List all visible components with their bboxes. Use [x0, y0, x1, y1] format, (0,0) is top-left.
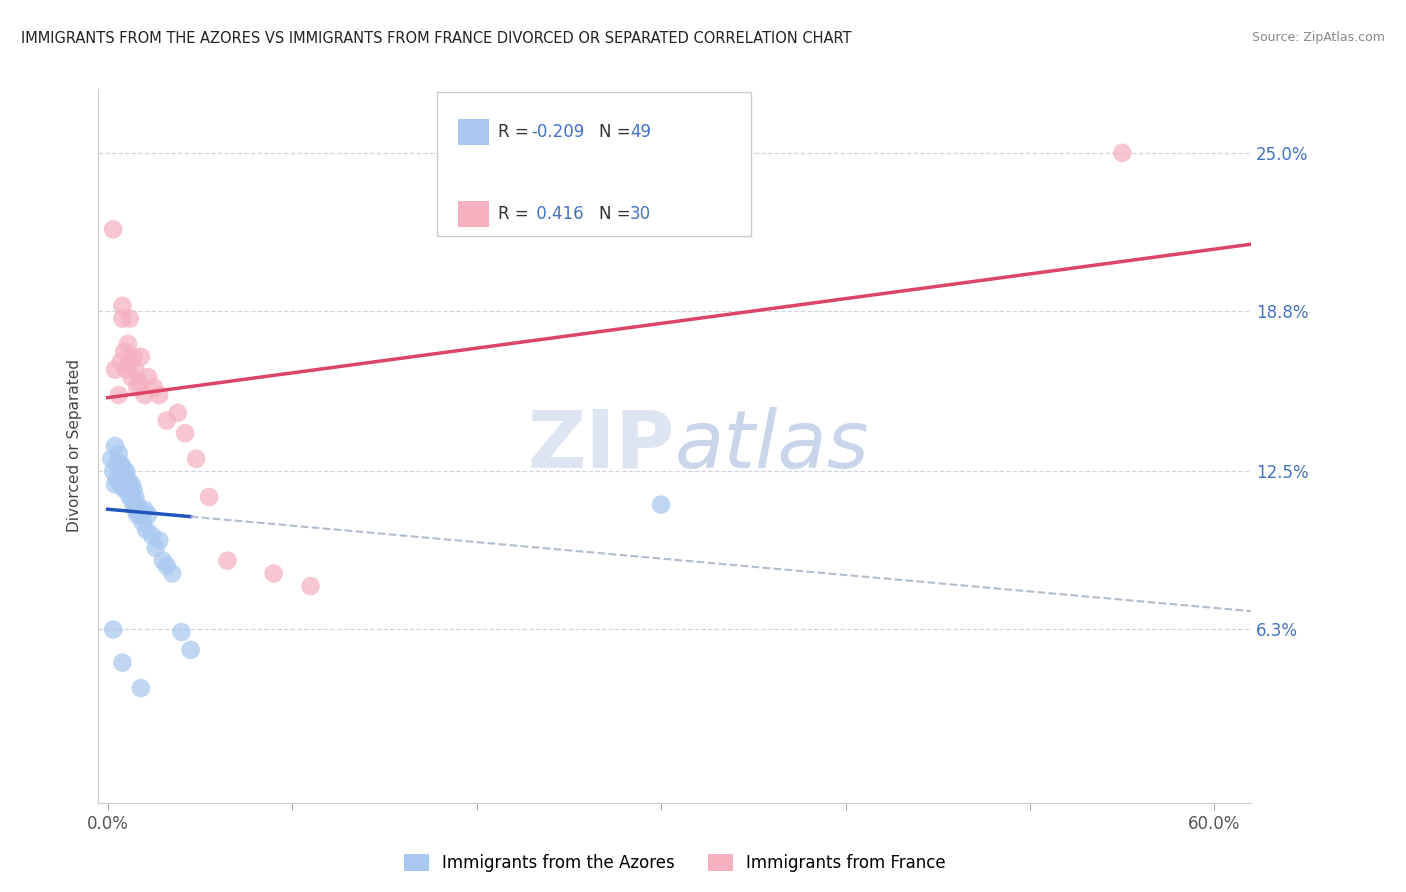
Point: [118, 490, 141, 504]
Point: [148, 533, 170, 548]
Point: [160, 566, 183, 581]
Point: [129, 350, 152, 364]
Point: [112, 344, 135, 359]
Point: [141, 528, 163, 542]
Point: [115, 465, 138, 479]
Point: [118, 355, 141, 369]
Point: [263, 566, 285, 581]
Point: [111, 299, 134, 313]
Y-axis label: Divorced or Separated: Divorced or Separated: [67, 359, 83, 533]
Point: [101, 222, 124, 236]
Point: [117, 472, 139, 486]
Point: [115, 362, 138, 376]
Point: [131, 516, 153, 530]
Point: [110, 477, 132, 491]
Point: [110, 465, 132, 479]
Point: [115, 472, 138, 486]
Point: [1111, 145, 1133, 160]
Text: 49: 49: [630, 123, 651, 141]
Point: [129, 681, 152, 695]
Point: [145, 541, 167, 555]
Point: [104, 477, 127, 491]
Point: [112, 483, 135, 497]
Point: [107, 388, 129, 402]
Point: [127, 508, 149, 522]
Point: [134, 388, 156, 402]
Point: [111, 311, 134, 326]
Point: [650, 498, 672, 512]
Point: [122, 483, 145, 497]
Point: [299, 579, 322, 593]
Point: [101, 465, 124, 479]
Point: [136, 508, 159, 522]
Point: [105, 472, 128, 486]
Point: [107, 459, 129, 474]
Text: ZIP: ZIP: [527, 407, 675, 485]
Point: [105, 457, 128, 471]
Point: [128, 376, 150, 390]
Text: N =: N =: [599, 123, 636, 141]
Text: 30: 30: [630, 205, 651, 223]
Point: [124, 490, 146, 504]
Legend: Immigrants from the Azores, Immigrants from France: Immigrants from the Azores, Immigrants f…: [395, 846, 955, 880]
Point: [136, 370, 159, 384]
Text: -0.209: -0.209: [531, 123, 585, 141]
Point: [128, 502, 150, 516]
Text: atlas: atlas: [675, 407, 870, 485]
Point: [129, 508, 152, 522]
Point: [111, 459, 134, 474]
Point: [124, 362, 146, 376]
Point: [118, 483, 141, 497]
Point: [111, 472, 134, 486]
Point: [104, 362, 127, 376]
Point: [107, 447, 129, 461]
Point: [166, 406, 188, 420]
Text: Source: ZipAtlas.com: Source: ZipAtlas.com: [1251, 31, 1385, 45]
Point: [122, 498, 145, 512]
Point: [127, 380, 149, 394]
Point: [121, 477, 143, 491]
Point: [110, 457, 132, 471]
Point: [148, 388, 170, 402]
Text: IMMIGRANTS FROM THE AZORES VS IMMIGRANTS FROM FRANCE DIVORCED OR SEPARATED CORRE: IMMIGRANTS FROM THE AZORES VS IMMIGRANTS…: [21, 31, 852, 46]
Point: [110, 355, 132, 369]
Point: [180, 643, 202, 657]
Point: [121, 370, 143, 384]
Point: [186, 451, 208, 466]
Point: [121, 490, 143, 504]
Text: 0.416: 0.416: [531, 205, 583, 223]
Point: [152, 554, 174, 568]
Point: [198, 490, 221, 504]
Point: [111, 656, 134, 670]
Text: N =: N =: [599, 205, 636, 223]
Point: [115, 483, 138, 497]
Text: R =: R =: [498, 205, 534, 223]
Point: [170, 625, 193, 640]
Point: [142, 380, 165, 394]
Point: [122, 350, 145, 364]
Point: [104, 439, 127, 453]
Point: [117, 337, 139, 351]
Point: [134, 502, 156, 516]
Point: [101, 623, 124, 637]
Point: [127, 498, 149, 512]
Point: [118, 311, 141, 326]
Point: [156, 558, 179, 573]
Point: [100, 451, 122, 466]
Point: [217, 554, 239, 568]
Point: [124, 502, 146, 516]
Text: R =: R =: [498, 123, 534, 141]
Point: [174, 426, 197, 441]
Point: [112, 465, 135, 479]
Point: [156, 413, 179, 427]
Point: [135, 523, 157, 537]
Point: [112, 477, 135, 491]
Point: [117, 477, 139, 491]
